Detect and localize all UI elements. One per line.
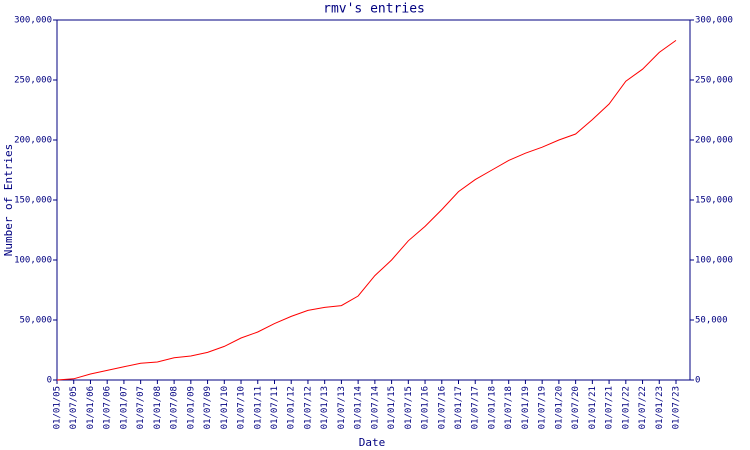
y2-tick-label: 100,000 [695, 256, 733, 266]
plot-frame [56, 19, 691, 381]
x-tick-label: 01/01/11 [253, 386, 263, 429]
x-tick-label: 01/07/21 [605, 386, 615, 429]
x-tick-label: 01/07/18 [504, 386, 514, 429]
x-tick-label: 01/01/18 [487, 386, 497, 429]
x-tick-label: 01/01/17 [454, 386, 464, 429]
x-tick-label: 01/01/10 [220, 386, 230, 429]
x-tick-label: 01/01/20 [554, 386, 564, 429]
y-tick-label: 50,000 [19, 316, 52, 326]
x-tick-label: 01/01/15 [387, 386, 397, 429]
x-tick-label: 01/01/09 [186, 386, 196, 429]
x-tick-label: 01/01/16 [421, 386, 431, 429]
x-tick-label: 01/07/15 [404, 386, 414, 429]
x-tick-label: 01/07/12 [303, 386, 313, 429]
x-tick-label: 01/07/16 [437, 386, 447, 429]
data-line [56, 39, 677, 381]
y2-tick-label: 250,000 [695, 76, 733, 86]
x-tick-label: 01/07/05 [69, 386, 79, 429]
x-tick-label: 01/07/23 [672, 386, 682, 429]
y-tick-label: 100,000 [14, 256, 52, 266]
x-tick-label: 01/01/06 [86, 386, 96, 429]
x-tick-label: 01/01/08 [153, 386, 163, 429]
x-tick-label: 01/01/23 [655, 386, 665, 429]
x-tick-label: 01/07/09 [203, 386, 213, 429]
x-tick-label: 01/07/11 [270, 386, 280, 429]
x-tick-label: 01/07/10 [237, 386, 247, 429]
x-tick-label: 01/07/17 [471, 386, 481, 429]
x-tick-label: 01/07/14 [370, 386, 380, 429]
x-tick-label: 01/01/12 [287, 386, 297, 429]
x-tick-label: 01/07/20 [571, 386, 581, 429]
x-tick-label: 01/07/22 [638, 386, 648, 429]
x-tick-label: 01/01/21 [588, 386, 598, 429]
x-tick-label: 01/01/19 [521, 386, 531, 429]
y-tick-label: 150,000 [14, 196, 52, 206]
y-axis-title: Number of Entries [2, 144, 15, 257]
y2-tick-label: 50,000 [695, 316, 728, 326]
x-tick-label: 01/07/19 [538, 386, 548, 429]
x-tick-label: 01/07/06 [103, 386, 113, 429]
x-tick-label: 01/01/07 [119, 386, 129, 429]
y2-tick-label: 200,000 [695, 136, 733, 146]
y2-tick-label: 300,000 [695, 16, 733, 26]
x-tick-label: 01/01/05 [53, 386, 63, 429]
y2-tick-label: 150,000 [695, 196, 733, 206]
x-tick-label: 01/07/07 [136, 386, 146, 429]
y-tick-label: 200,000 [14, 136, 52, 146]
x-axis-title: Date [359, 436, 386, 449]
x-tick-label: 01/07/13 [337, 386, 347, 429]
x-tick-label: 01/01/22 [621, 386, 631, 429]
y-tick-label: 0 [47, 376, 52, 386]
y-tick-label: 250,000 [14, 76, 52, 86]
x-tick-label: 01/07/08 [170, 386, 180, 429]
y2-tick-label: 0 [695, 376, 700, 386]
x-tick-label: 01/01/14 [354, 386, 364, 429]
y-tick-label: 300,000 [14, 16, 52, 26]
x-tick-label: 01/01/13 [320, 386, 330, 429]
chart-title: rmv's entries [323, 2, 425, 17]
